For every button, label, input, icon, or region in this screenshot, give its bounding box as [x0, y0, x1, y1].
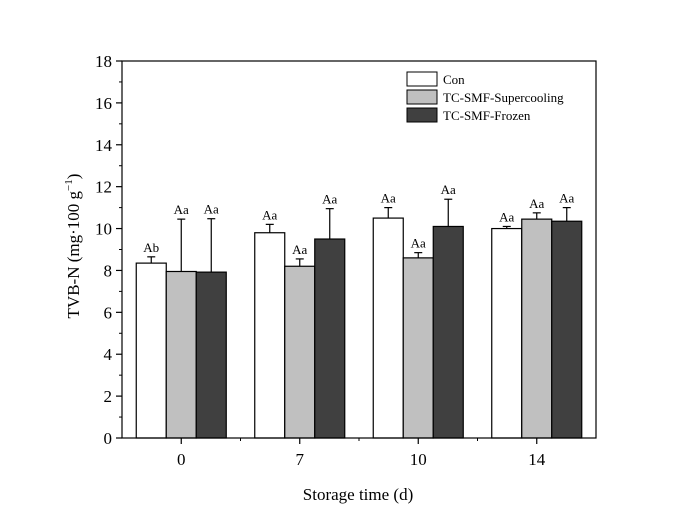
bars	[135, 198, 583, 439]
significance-labels: Ab Aa Aa Aa Aa Aa Aa Aa Aa Aa Aa Aa	[143, 182, 574, 257]
x-tick-label: 10	[410, 450, 427, 469]
y-tick-label: 10	[95, 220, 112, 239]
significance-label: Aa	[262, 207, 277, 222]
significance-label: Aa	[174, 202, 189, 217]
bar	[432, 225, 464, 439]
bar	[551, 220, 583, 439]
y-tick-label: 18	[95, 52, 112, 71]
bar	[195, 271, 227, 439]
significance-label: Aa	[381, 191, 396, 206]
y-tick-label: 14	[95, 136, 113, 155]
tick-labels: 0 2 4 6 8 10 12 14 16 18 0 7 10 14	[95, 52, 546, 469]
significance-label: Aa	[204, 202, 219, 217]
y-tick-label: 0	[104, 429, 113, 448]
y-tick-label: 6	[104, 303, 113, 322]
y-tick-label: 2	[104, 387, 113, 406]
significance-label: Aa	[411, 236, 426, 251]
legend: Con TC-SMF-Supercooling TC-SMF-Frozen	[406, 71, 564, 123]
bar	[284, 265, 316, 439]
bar	[402, 257, 434, 439]
legend-label-frozen: TC-SMF-Frozen	[443, 108, 531, 123]
significance-label: Aa	[559, 191, 574, 206]
y-tick-label: 4	[104, 345, 113, 364]
legend-label-supercooling: TC-SMF-Supercooling	[443, 90, 564, 105]
x-axis-title: Storage time (d)	[303, 485, 413, 504]
bar	[165, 270, 197, 439]
legend-label-con: Con	[443, 72, 465, 87]
significance-label: Ab	[143, 240, 159, 255]
bar	[491, 227, 523, 439]
significance-label: Aa	[441, 182, 456, 197]
legend-swatch-frozen	[406, 107, 438, 123]
y-axis-title-main: TVB-N (mg·100 g	[64, 190, 83, 318]
bar	[135, 262, 167, 439]
y-axis-title-superscript: −1	[63, 179, 75, 191]
legend-swatch-con	[406, 71, 438, 87]
legend-swatch-supercooling	[406, 89, 438, 105]
significance-label: Aa	[529, 196, 544, 211]
plot-frame	[121, 60, 597, 439]
bar	[254, 232, 286, 439]
bar	[372, 217, 404, 439]
y-tick-label: 8	[104, 261, 113, 280]
significance-label: Aa	[292, 242, 307, 257]
y-axis-title: TVB-N (mg·100 g−1)	[63, 174, 83, 319]
significance-label: Aa	[499, 209, 514, 224]
y-tick-label: 12	[95, 178, 112, 197]
x-tick-label: 7	[296, 450, 305, 469]
x-tick-label: 0	[177, 450, 186, 469]
significance-label: Aa	[322, 192, 337, 207]
bar	[314, 238, 346, 439]
x-tick-label: 14	[528, 450, 546, 469]
y-tick-label: 16	[95, 94, 112, 113]
y-axis-title-close: )	[64, 174, 83, 180]
bar	[521, 218, 553, 439]
